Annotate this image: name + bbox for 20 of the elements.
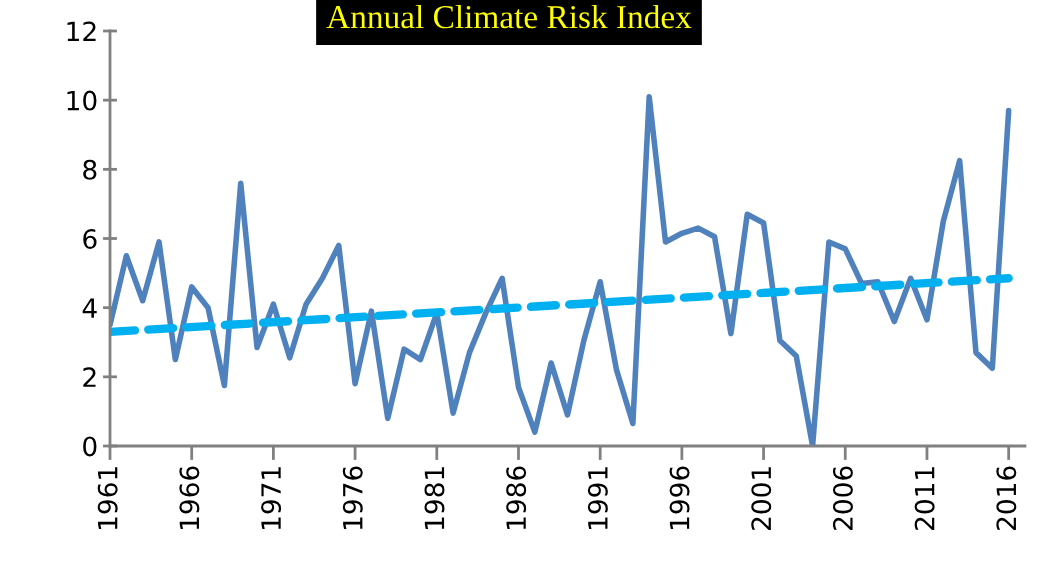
y-tick-label: 10 xyxy=(67,90,97,111)
x-tick-label: 1991 xyxy=(587,467,608,530)
x-tick-label: 1981 xyxy=(424,467,445,530)
x-tick-label: 2001 xyxy=(751,467,772,530)
y-tick-label: 6 xyxy=(83,228,97,249)
x-tick-label: 2006 xyxy=(832,466,853,530)
y-tick-label: 8 xyxy=(83,159,97,180)
x-tick-label: 1971 xyxy=(261,467,282,530)
y-tick-label: 4 xyxy=(82,298,97,318)
chart-title: Annual Climate Risk Index xyxy=(326,4,692,29)
x-tick-label: 2011 xyxy=(914,467,935,530)
x-tick-label: 1986 xyxy=(506,466,527,530)
x-tick-label: 1961 xyxy=(97,467,118,530)
x-tick-label: 2016 xyxy=(996,466,1017,530)
y-tick-label: 12 xyxy=(67,21,96,42)
x-tick-label: 1966 xyxy=(179,466,200,530)
y-tick-label: 2 xyxy=(83,367,96,387)
x-tick-label: 1996 xyxy=(669,466,690,530)
y-tick-label: 0 xyxy=(83,436,97,457)
x-tick-label: 1976 xyxy=(342,466,363,530)
